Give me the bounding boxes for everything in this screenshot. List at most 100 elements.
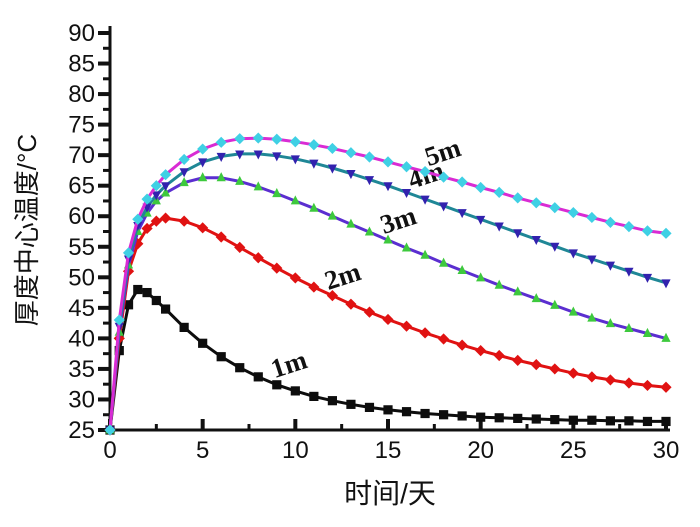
- series-marker-4m: [309, 159, 319, 169]
- series-marker-4m: [364, 176, 375, 186]
- series-marker-4m: [550, 242, 560, 252]
- series-marker-5m: [530, 197, 542, 209]
- series-marker-5m: [438, 171, 450, 183]
- series-marker-3m: [420, 249, 430, 259]
- series-marker-4m: [494, 222, 504, 232]
- series-marker-2m: [271, 262, 283, 274]
- series-marker-3m: [309, 202, 319, 212]
- series-marker-1m: [364, 402, 375, 413]
- series-marker-3m: [198, 172, 208, 182]
- series-marker-3m: [439, 257, 449, 267]
- series-marker-1m: [401, 407, 412, 417]
- series-marker-2m: [234, 241, 246, 253]
- y-tick-label: 45: [68, 295, 95, 322]
- series-marker-2m: [345, 298, 357, 310]
- series-marker-3m: [364, 226, 375, 236]
- series-marker-3m: [642, 327, 653, 337]
- series-marker-3m: [290, 195, 300, 205]
- series-marker-2m: [215, 231, 227, 243]
- series-marker-2m: [438, 333, 450, 345]
- series-marker-1m: [216, 352, 226, 362]
- series-marker-3m: [624, 323, 634, 333]
- y-tick-label: 40: [68, 325, 95, 352]
- series-marker-2m: [567, 367, 579, 379]
- x-axis-title: 时间/天: [344, 478, 436, 509]
- series-marker-2m: [178, 215, 190, 227]
- series-marker-2m: [160, 212, 172, 224]
- series-marker-1m: [151, 295, 161, 306]
- y-tick-label: 80: [68, 81, 95, 108]
- series-line-5m: [108, 136, 668, 432]
- series-marker-3m: [457, 264, 467, 275]
- series-marker-5m: [160, 169, 172, 181]
- series-marker-1m: [550, 415, 560, 425]
- y-tick-label: 65: [68, 173, 95, 200]
- series-marker-4m: [476, 215, 486, 225]
- series-marker-1m: [494, 413, 504, 423]
- series-marker-2m: [400, 320, 413, 332]
- series-marker-3m: [476, 272, 486, 282]
- series-marker-4m: [420, 195, 430, 205]
- series-marker-4m: [605, 261, 615, 271]
- series-marker-4m: [216, 152, 226, 162]
- series-line-2m: [108, 216, 668, 432]
- series-marker-2m: [456, 339, 468, 351]
- series-marker-4m: [401, 188, 412, 199]
- x-tick-label: 5: [196, 437, 209, 464]
- series-marker-3m: [272, 188, 282, 198]
- series-marker-4m: [327, 164, 337, 174]
- x-tick-label: 0: [103, 437, 116, 464]
- x-tick-label: 25: [560, 437, 587, 464]
- series-marker-5m: [326, 142, 338, 155]
- series-marker-5m: [419, 166, 431, 178]
- series-marker-5m: [456, 176, 468, 188]
- series-marker-2m: [549, 363, 561, 375]
- y-tick-label: 35: [68, 356, 95, 383]
- series-marker-1m: [235, 363, 245, 373]
- series-marker-5m: [549, 202, 561, 214]
- series-marker-5m: [512, 192, 524, 204]
- series-marker-2m: [326, 290, 338, 302]
- series-marker-3m: [383, 234, 393, 244]
- series-marker-3m: [513, 286, 523, 296]
- series-marker-2m: [150, 215, 162, 227]
- series-marker-3m: [401, 242, 412, 252]
- x-tick-label: 10: [282, 437, 309, 464]
- series-marker-4m: [587, 255, 597, 265]
- series-line-4m: [108, 152, 668, 432]
- series-marker-5m: [586, 211, 598, 224]
- series-marker-5m: [400, 161, 413, 173]
- series-marker-1m: [290, 386, 300, 396]
- series-marker-1m: [346, 399, 356, 409]
- series-marker-1m: [439, 410, 449, 420]
- series-marker-5m: [308, 139, 320, 151]
- y-tick-label: 60: [68, 203, 95, 230]
- series-line-3m: [108, 176, 668, 432]
- series-marker-5m: [289, 136, 301, 148]
- series-marker-4m: [161, 182, 171, 192]
- series-marker-1m: [605, 416, 615, 426]
- series-marker-5m: [382, 156, 394, 168]
- series-marker-3m: [550, 299, 560, 309]
- series-marker-2m: [382, 313, 394, 326]
- series-marker-4m: [290, 155, 300, 165]
- series-marker-5m: [641, 225, 654, 237]
- series-marker-3m: [346, 218, 356, 228]
- series-marker-1m: [587, 415, 597, 425]
- series-marker-5m: [363, 151, 376, 163]
- series-marker-4m: [151, 191, 161, 201]
- x-tick-label: 30: [653, 437, 680, 464]
- series-marker-5m: [132, 213, 144, 225]
- series-line-1m: [108, 288, 668, 432]
- series-marker-1m: [179, 322, 189, 332]
- series-marker-3m: [531, 293, 541, 303]
- series-marker-5m: [623, 221, 635, 233]
- series-marker-3m: [494, 279, 504, 289]
- series-marker-4m: [642, 273, 653, 283]
- series-marker-1m: [133, 284, 143, 295]
- series-marker-4m: [513, 229, 523, 239]
- series-marker-2m: [512, 354, 524, 366]
- series-marker-3m: [216, 172, 226, 182]
- series-marker-2m: [308, 281, 320, 293]
